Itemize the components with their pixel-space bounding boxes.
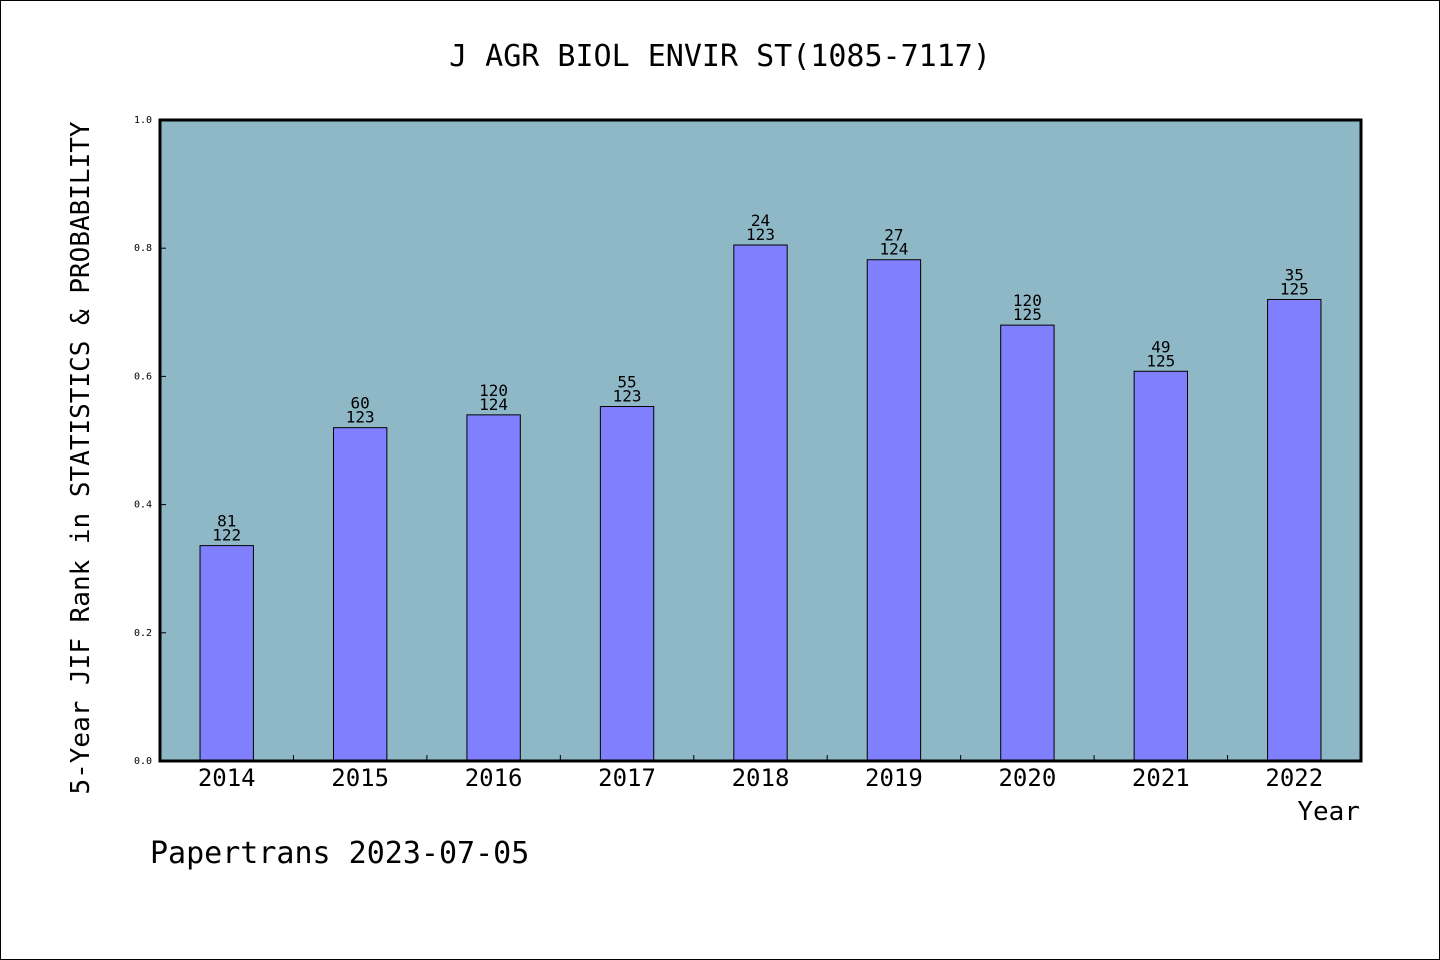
bar-total-label: 124 bbox=[879, 240, 908, 259]
bar-rank-label: 49 bbox=[1151, 337, 1170, 356]
bar-rank-label: 24 bbox=[751, 211, 770, 230]
bar-rank-label: 35 bbox=[1285, 265, 1304, 284]
footer-credit: Papertrans 2023-07-05 bbox=[150, 836, 529, 871]
plot-border bbox=[158, 118, 1363, 763]
bar-total-label: 123 bbox=[746, 225, 775, 244]
y-tick-label: 0.8 bbox=[134, 243, 152, 254]
x-tick-label: 2014 bbox=[198, 764, 256, 792]
bar-2014 bbox=[199, 545, 254, 762]
y-tick-label: 1.0 bbox=[134, 115, 152, 126]
x-tick-label: 2018 bbox=[732, 764, 790, 792]
bar-rank-label: 55 bbox=[617, 373, 636, 392]
bar-rank-label: 81 bbox=[217, 512, 236, 531]
x-tick-label: 2019 bbox=[865, 764, 923, 792]
y-tick-label: 0.2 bbox=[134, 628, 152, 639]
bar-total-label: 122 bbox=[212, 526, 241, 545]
bar-total-label: 123 bbox=[346, 408, 375, 427]
bar-rank-label: 120 bbox=[479, 381, 508, 400]
bar-2016 bbox=[466, 414, 521, 762]
chart-title: J AGR BIOL ENVIR ST(1085-7117) bbox=[449, 39, 991, 74]
bar-2020 bbox=[1000, 324, 1055, 762]
y-tick-label: 0.4 bbox=[134, 500, 152, 511]
bar-total-label: 125 bbox=[1013, 305, 1042, 324]
bar-total-label: 125 bbox=[1146, 351, 1175, 370]
y-axis-label: 5-Year JIF Rank in STATISTICS & PROBABIL… bbox=[66, 121, 96, 794]
bar-total-label: 123 bbox=[613, 387, 642, 406]
y-tick-label: 0.6 bbox=[134, 371, 152, 382]
y-tick-label: 0.0 bbox=[134, 756, 152, 767]
bar-rank-label: 60 bbox=[351, 394, 370, 413]
x-tick-label: 2016 bbox=[465, 764, 523, 792]
bar-total-label: 125 bbox=[1280, 279, 1309, 298]
x-axis-label: Year bbox=[1297, 797, 1360, 827]
bar-2019 bbox=[866, 259, 922, 762]
x-tick-label: 2021 bbox=[1132, 764, 1190, 792]
bar-total-label: 124 bbox=[479, 395, 508, 414]
bar-2021 bbox=[1133, 370, 1189, 762]
bar-rank-label: 27 bbox=[884, 226, 903, 245]
x-tick-label: 2015 bbox=[331, 764, 389, 792]
bar-2015 bbox=[332, 427, 388, 762]
bar-rank-label: 120 bbox=[1013, 291, 1042, 310]
x-tick-label: 2022 bbox=[1265, 764, 1323, 792]
x-tick-label: 2020 bbox=[998, 764, 1056, 792]
bar-2017 bbox=[599, 406, 655, 762]
bar-2018 bbox=[733, 244, 788, 762]
bars-group bbox=[199, 244, 1322, 762]
x-axis: 2014 2015 2016 2017 2018 2019 2020 2021 2022 bbox=[198, 755, 1323, 792]
x-tick-label: 2017 bbox=[598, 764, 656, 792]
bar-2022 bbox=[1267, 298, 1322, 762]
